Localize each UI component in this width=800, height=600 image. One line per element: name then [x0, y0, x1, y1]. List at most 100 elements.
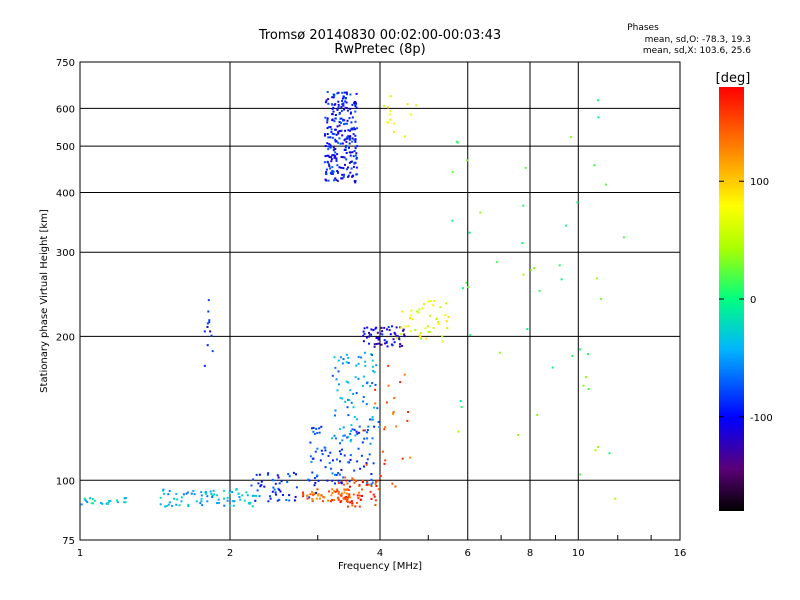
data-point	[325, 173, 328, 176]
data-point	[216, 494, 219, 497]
data-point	[339, 442, 341, 445]
data-point	[302, 491, 304, 494]
data-point	[344, 498, 347, 500]
info-line-x: mean, sd,X: 103.6, 25.6	[643, 46, 751, 56]
data-point	[376, 331, 379, 334]
data-point	[379, 475, 382, 477]
data-point	[336, 107, 339, 110]
data-point	[309, 493, 312, 496]
data-point	[451, 219, 454, 222]
data-point	[353, 102, 356, 105]
data-point	[335, 140, 338, 143]
data-point	[354, 147, 357, 150]
data-point	[208, 319, 211, 322]
data-point	[337, 132, 340, 135]
data-point	[366, 482, 369, 485]
data-point	[201, 504, 204, 507]
data-point	[355, 430, 358, 433]
data-point	[206, 344, 209, 347]
data-point	[258, 473, 261, 476]
data-point	[80, 503, 83, 506]
data-point	[414, 329, 417, 331]
data-point	[327, 148, 330, 151]
data-point	[210, 492, 213, 495]
data-point	[341, 448, 343, 451]
data-point	[387, 326, 390, 329]
data-point	[217, 498, 220, 501]
data-point	[350, 500, 353, 503]
data-point	[433, 300, 436, 302]
data-point	[91, 502, 94, 505]
data-point	[340, 494, 343, 497]
data-point	[339, 501, 342, 503]
data-point	[348, 493, 351, 496]
data-point	[325, 168, 328, 171]
data-point	[353, 469, 356, 472]
data-point	[340, 121, 342, 124]
data-point	[232, 504, 235, 507]
data-point	[389, 118, 392, 121]
data-point	[364, 360, 367, 363]
data-point	[353, 481, 356, 484]
data-point	[310, 460, 313, 463]
data-point	[355, 173, 358, 176]
data-point	[342, 175, 345, 178]
data-point	[351, 140, 354, 143]
data-point	[340, 109, 343, 112]
data-point	[336, 179, 339, 182]
data-point	[365, 403, 368, 406]
data-point	[326, 160, 329, 163]
data-point	[376, 479, 379, 482]
data-point	[339, 142, 342, 145]
data-point	[374, 388, 377, 391]
data-point	[432, 327, 435, 329]
data-point	[578, 348, 581, 351]
data-point	[200, 491, 203, 494]
data-point	[99, 501, 102, 504]
data-point	[383, 104, 386, 107]
data-point	[403, 135, 406, 138]
data-point	[334, 114, 337, 116]
data-point	[373, 345, 376, 348]
data-point	[378, 426, 381, 428]
data-point	[432, 304, 435, 307]
data-point	[416, 310, 419, 313]
data-point	[213, 493, 216, 496]
data-point	[330, 131, 333, 133]
x-tick-label: 16	[674, 548, 687, 559]
data-point	[302, 493, 305, 496]
data-point	[345, 500, 348, 502]
data-point	[393, 341, 396, 344]
data-point	[173, 497, 176, 500]
data-point	[336, 92, 339, 95]
data-point	[355, 364, 358, 367]
data-point	[349, 440, 352, 443]
data-point	[365, 463, 368, 466]
data-point	[425, 337, 428, 340]
data-point	[377, 488, 380, 491]
data-point	[352, 478, 355, 481]
data-point	[350, 111, 352, 114]
data-point	[345, 488, 348, 491]
data-point	[367, 425, 370, 428]
data-point	[311, 499, 314, 502]
data-point	[167, 493, 170, 496]
data-point	[334, 409, 337, 412]
data-point	[326, 121, 329, 124]
data-point	[168, 501, 171, 504]
data-point	[374, 402, 377, 405]
data-point	[597, 99, 599, 102]
data-point	[322, 500, 324, 503]
data-point	[308, 479, 311, 482]
data-point	[325, 171, 328, 174]
data-point	[266, 473, 269, 476]
data-point	[330, 467, 332, 470]
data-point	[375, 343, 378, 345]
data-point	[406, 103, 409, 106]
data-point	[312, 430, 315, 433]
data-point	[331, 374, 334, 377]
data-point	[468, 231, 471, 234]
data-point	[311, 427, 313, 430]
data-point	[349, 171, 352, 174]
data-point	[597, 445, 599, 448]
